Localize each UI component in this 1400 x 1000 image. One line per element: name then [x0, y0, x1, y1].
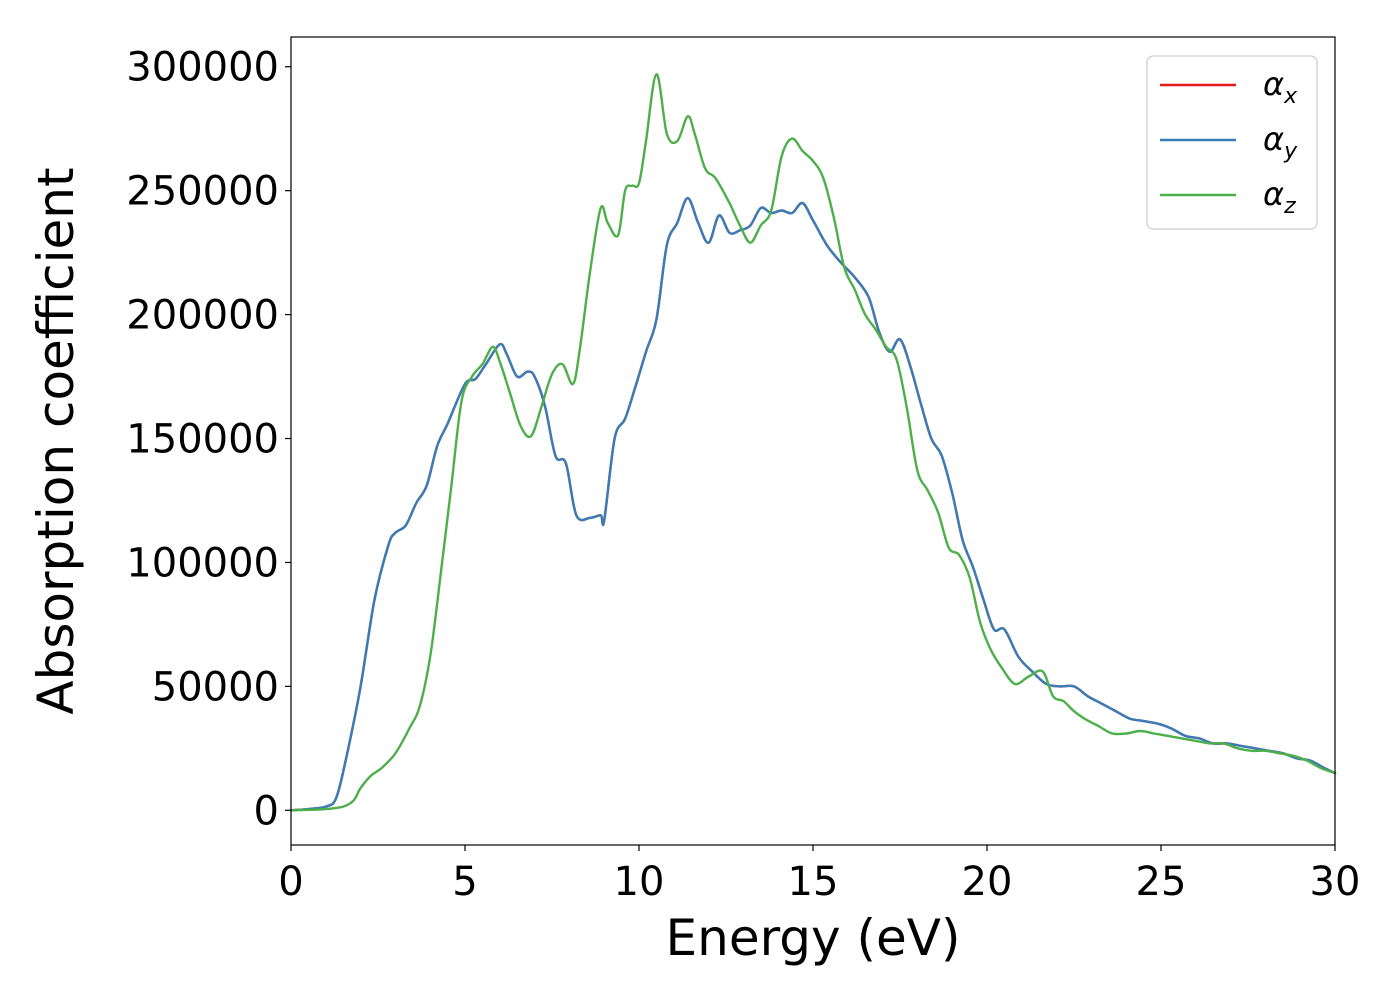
- x-tick-label: 20: [962, 859, 1013, 905]
- legend-frame: [1146, 55, 1318, 230]
- y-axis: 0 50000 100000 150000 200000 250000 300000: [126, 45, 291, 834]
- legend-label-z: αz: [1263, 175, 1296, 219]
- x-tick-label: 15: [788, 859, 839, 905]
- y-tick-label: 50000: [152, 664, 279, 710]
- y-tick-label: 300000: [126, 45, 279, 91]
- y-axis-label: Absorption coefficient: [27, 167, 85, 714]
- legend-entries: αx αy αz: [1160, 65, 1298, 219]
- y-tick-label: 200000: [126, 293, 279, 339]
- x-tick-label: 0: [278, 859, 303, 905]
- series-line-z: [289, 72, 1337, 812]
- y-tick-label: 150000: [126, 417, 279, 463]
- y-tick-label: 0: [254, 788, 279, 834]
- x-tick-label: 10: [614, 859, 665, 905]
- series-line-y: [289, 196, 1337, 812]
- x-axis: 0 5 10 15 20 25 30: [278, 845, 1360, 905]
- x-tick-label: 5: [452, 859, 477, 905]
- x-tick-label: 25: [1136, 859, 1187, 905]
- series-layer: [289, 72, 1337, 812]
- y-tick-label: 250000: [126, 169, 279, 215]
- legend: αx αy αz: [1146, 55, 1318, 230]
- x-tick-label: 30: [1310, 859, 1361, 905]
- legend-label-x: αx: [1263, 65, 1298, 109]
- y-tick-label: 100000: [126, 540, 279, 586]
- legend-label-y: αy: [1263, 120, 1298, 164]
- x-axis-label: Energy (eV): [666, 909, 961, 967]
